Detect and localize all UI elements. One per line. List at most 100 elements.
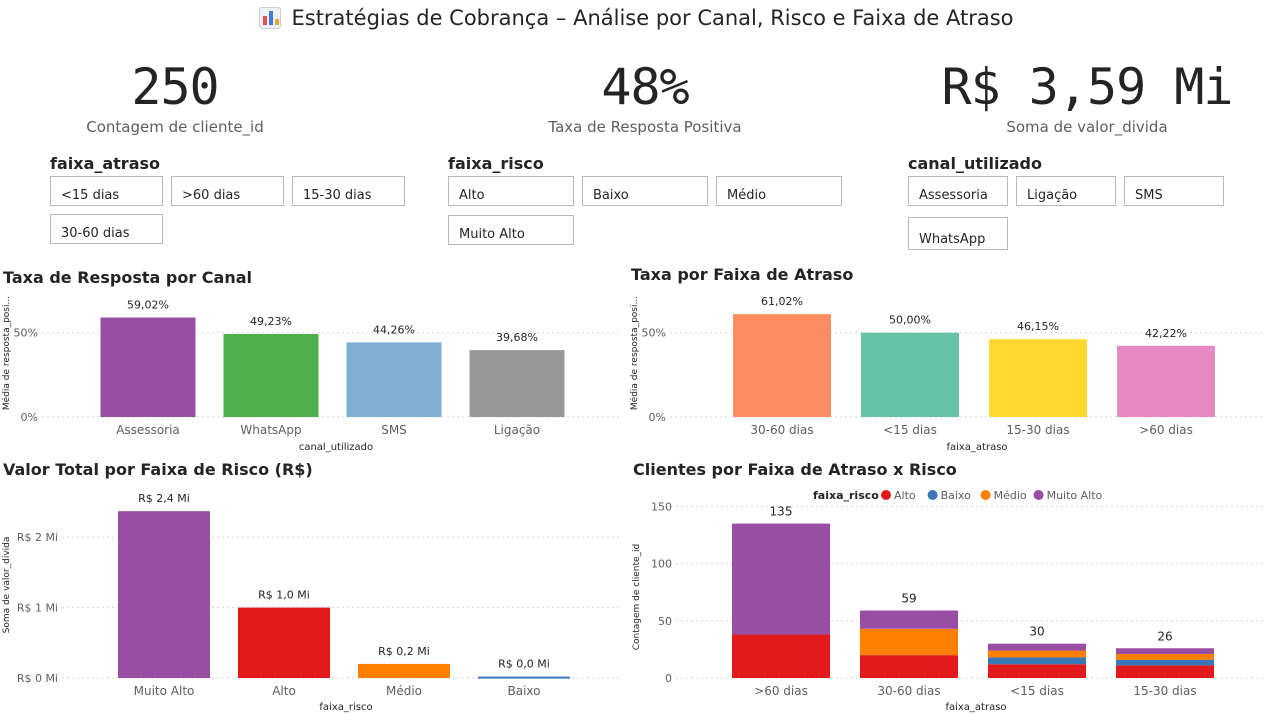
kpi-card-taxa: 48% Taxa de Resposta Positiva xyxy=(520,56,770,136)
chart-clientes-atraso-risco: 0 50 100 150 Contagem de cliente_id faixa_atr… xyxy=(632,489,1265,713)
slicer-option-baixo[interactable]: Baixo xyxy=(582,176,708,206)
slicer-option-ligacao[interactable]: Ligação xyxy=(1016,176,1116,206)
data-label: R$ 1,0 Mi xyxy=(258,589,310,602)
bar-sms xyxy=(346,342,442,417)
x-axis-label: faixa_atraso xyxy=(946,442,1007,453)
kpi-label: Contagem de cliente_id xyxy=(86,118,264,136)
data-label: 44,26% xyxy=(373,323,415,336)
data-label: 135 xyxy=(770,505,793,519)
bar-liga-o xyxy=(469,350,565,417)
x-tick-label: >60 dias xyxy=(754,684,808,698)
chart-valor-faixa-risco: R$ 0 Mi R$ 1 Mi R$ 2 Mi Soma de valor_divid… xyxy=(2,492,620,713)
slicer-option-alto[interactable]: Alto xyxy=(448,176,574,206)
y-tick-label: 0% xyxy=(21,411,38,424)
data-label: R$ 0,0 Mi xyxy=(498,658,550,671)
data-label: 59,02% xyxy=(127,299,169,312)
bar-baixo xyxy=(478,676,570,679)
x-tick-label: <15 dias xyxy=(883,423,937,437)
legend-item-muito-alto: Muito Alto xyxy=(1047,489,1103,502)
bar-segment-muito-alto xyxy=(860,610,958,629)
kpi-card-clientes: 250 Contagem de cliente_id xyxy=(75,56,275,136)
chart-title-stacked: Clientes por Faixa de Atraso x Risco xyxy=(633,460,957,479)
y-axis-label: Média de resposta_posi... xyxy=(1,296,12,410)
x-tick-label: WhatsApp xyxy=(240,423,301,437)
chart-title-risco: Valor Total por Faixa de Risco (R$) xyxy=(3,460,313,479)
y-tick-label: 0% xyxy=(649,411,666,424)
y-axis-label: Média de resposta_posi... xyxy=(629,296,640,410)
data-label: 39,68% xyxy=(496,331,538,344)
legend-marker-m-dio xyxy=(980,490,991,500)
data-label: 26 xyxy=(1157,629,1172,643)
bar-alto xyxy=(238,607,330,678)
bar-segment-alto xyxy=(1116,665,1214,678)
legend-marker-alto xyxy=(881,490,891,500)
x-axis-label: faixa_atraso xyxy=(945,702,1006,713)
kpi-card-valor: R$ 3,59 Mi Soma de valor_divida xyxy=(937,56,1237,136)
slicer-option-lt15[interactable]: <15 dias xyxy=(50,176,163,206)
slicer-option-assessoria[interactable]: Assessoria xyxy=(908,176,1008,206)
y-tick-label: R$ 1 Mi xyxy=(17,602,58,615)
data-label: R$ 2,4 Mi xyxy=(138,492,190,505)
bar-15-30-dias xyxy=(989,339,1087,417)
y-tick-label: 150 xyxy=(651,500,672,513)
slicer-title-faixa-risco: faixa_risco xyxy=(448,154,544,173)
bar-segment-muito-alto xyxy=(988,643,1086,651)
data-label: 46,15% xyxy=(1017,320,1059,333)
data-label: 30 xyxy=(1029,625,1044,639)
chart-taxa-faixa-atraso: 0% 50%Média de resposta_posi... faixa_atra… xyxy=(629,295,1265,453)
slicer-title-canal: canal_utilizado xyxy=(908,154,1042,173)
slicer-option-medio[interactable]: Médio xyxy=(716,176,842,206)
legend-item-m-dio: Médio xyxy=(994,489,1027,502)
slicer-option-15-30[interactable]: 15-30 dias xyxy=(292,176,405,206)
bar-15-dias xyxy=(861,332,959,417)
bar-segment-m-dio xyxy=(988,650,1086,658)
bar-segment-alto xyxy=(732,634,830,678)
legend-item-alto: Alto xyxy=(894,489,916,502)
bar-segment-baixo xyxy=(1116,659,1214,666)
bar-whatsapp xyxy=(223,334,319,417)
slicer-option-gt60[interactable]: >60 dias xyxy=(171,176,284,206)
report-title-text: Estratégias de Cobrança – Análise por Ca… xyxy=(291,6,1014,30)
y-axis-label: Soma de valor_divida xyxy=(2,537,12,634)
kpi-value: R$ 3,59 Mi xyxy=(941,58,1233,116)
slicer-option-sms[interactable]: SMS xyxy=(1124,176,1224,206)
y-axis-label: Contagem de cliente_id xyxy=(632,544,642,651)
y-tick-label: 50% xyxy=(642,327,666,340)
x-tick-label: Alto xyxy=(272,684,296,698)
x-tick-label: <15 dias xyxy=(1010,684,1064,698)
bar-muito-alto xyxy=(118,511,210,678)
bar-chart-icon xyxy=(259,7,282,29)
bar-segment-muito-alto xyxy=(1116,648,1214,654)
x-tick-label: 30-60 dias xyxy=(750,423,813,437)
x-tick-label: 30-60 dias xyxy=(877,684,940,698)
data-label: 61,02% xyxy=(761,295,803,308)
kpi-label: Soma de valor_divida xyxy=(1006,118,1168,136)
kpi-value: 250 xyxy=(131,58,219,116)
y-tick-label: 100 xyxy=(651,558,672,571)
x-tick-label: Médio xyxy=(386,684,422,698)
slicer-title-faixa-atraso: faixa_atraso xyxy=(50,154,161,173)
bar-segment-baixo xyxy=(988,657,1086,665)
chart-title-atraso: Taxa por Faixa de Atraso xyxy=(631,265,854,284)
x-tick-label: Ligação xyxy=(494,423,540,437)
y-tick-label: 50 xyxy=(658,615,672,628)
slicer-option-muito-alto[interactable]: Muito Alto xyxy=(448,215,574,245)
data-label: 59 xyxy=(901,592,916,606)
bar-segment-alto xyxy=(860,655,958,678)
x-tick-label: >60 dias xyxy=(1139,423,1193,437)
chart-taxa-resposta-canal: 0% 50%Média de resposta_posi... canal_util… xyxy=(1,296,620,453)
x-tick-label: 15-30 dias xyxy=(1133,684,1196,698)
slicer-option-30-60[interactable]: 30-60 dias xyxy=(50,214,163,244)
data-label: R$ 0,2 Mi xyxy=(378,645,430,658)
bar-segment-m-dio xyxy=(1116,653,1214,660)
bar-m-dio xyxy=(358,663,450,678)
bar-segment-m-dio xyxy=(860,628,958,656)
x-axis-label: faixa_risco xyxy=(319,702,372,713)
y-tick-label: R$ 0 Mi xyxy=(17,672,58,685)
kpi-label: Taxa de Resposta Positiva xyxy=(548,118,742,136)
y-tick-label: 0 xyxy=(665,672,672,685)
chart-title-canal: Taxa de Resposta por Canal xyxy=(3,268,253,287)
bar-assessoria xyxy=(100,317,196,417)
x-tick-label: Muito Alto xyxy=(134,684,195,698)
slicer-option-whatsapp[interactable]: WhatsApp xyxy=(908,217,1008,250)
